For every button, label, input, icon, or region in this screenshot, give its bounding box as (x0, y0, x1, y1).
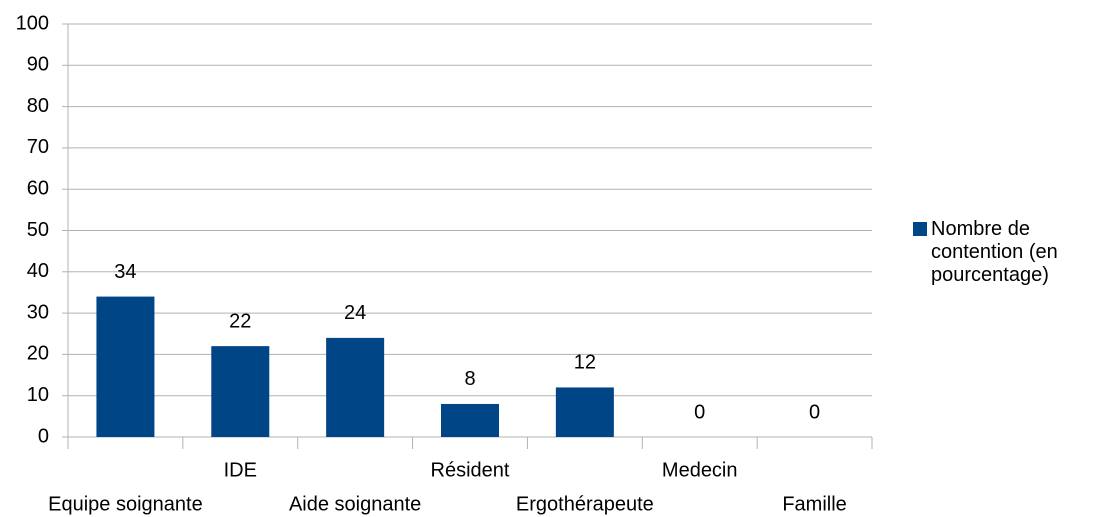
y-tick-label: 70 (27, 136, 49, 158)
y-tick-label: 100 (16, 12, 49, 34)
y-tick-label: 0 (38, 425, 49, 447)
bar (211, 346, 270, 437)
x-tick-label: Résident (431, 459, 510, 481)
x-tick-label: Ergothérapeute (516, 493, 654, 515)
x-tick-label: Equipe soignante (48, 493, 203, 515)
data-label: 12 (574, 352, 596, 374)
y-tick-label: 50 (27, 219, 49, 241)
bar (555, 387, 614, 437)
y-tick-label: 60 (27, 177, 49, 199)
x-tick-label: Aide soignante (289, 493, 421, 515)
bar (441, 403, 499, 437)
x-tick-label: Medecin (662, 459, 738, 481)
y-tick-label: 20 (27, 343, 49, 365)
x-tick-label: IDE (224, 459, 257, 481)
legend-label: Nombre de contention (en pourcentage) (931, 218, 1058, 286)
data-label: 22 (229, 310, 251, 332)
x-tick-label: Famille (782, 493, 846, 515)
data-label: 0 (809, 401, 820, 423)
legend-swatch (913, 222, 927, 236)
data-label: 0 (694, 401, 705, 423)
y-tick-label: 10 (27, 384, 49, 406)
data-label: 34 (114, 261, 136, 283)
data-label: 24 (344, 302, 366, 324)
legend: Nombre de contention (en pourcentage) (913, 218, 1101, 287)
bar (96, 296, 155, 437)
y-tick-label: 90 (27, 54, 49, 76)
y-tick-label: 40 (27, 260, 49, 282)
y-tick-label: 80 (27, 95, 49, 117)
bar (326, 337, 385, 437)
data-label: 8 (464, 368, 475, 390)
y-tick-label: 30 (27, 301, 49, 323)
